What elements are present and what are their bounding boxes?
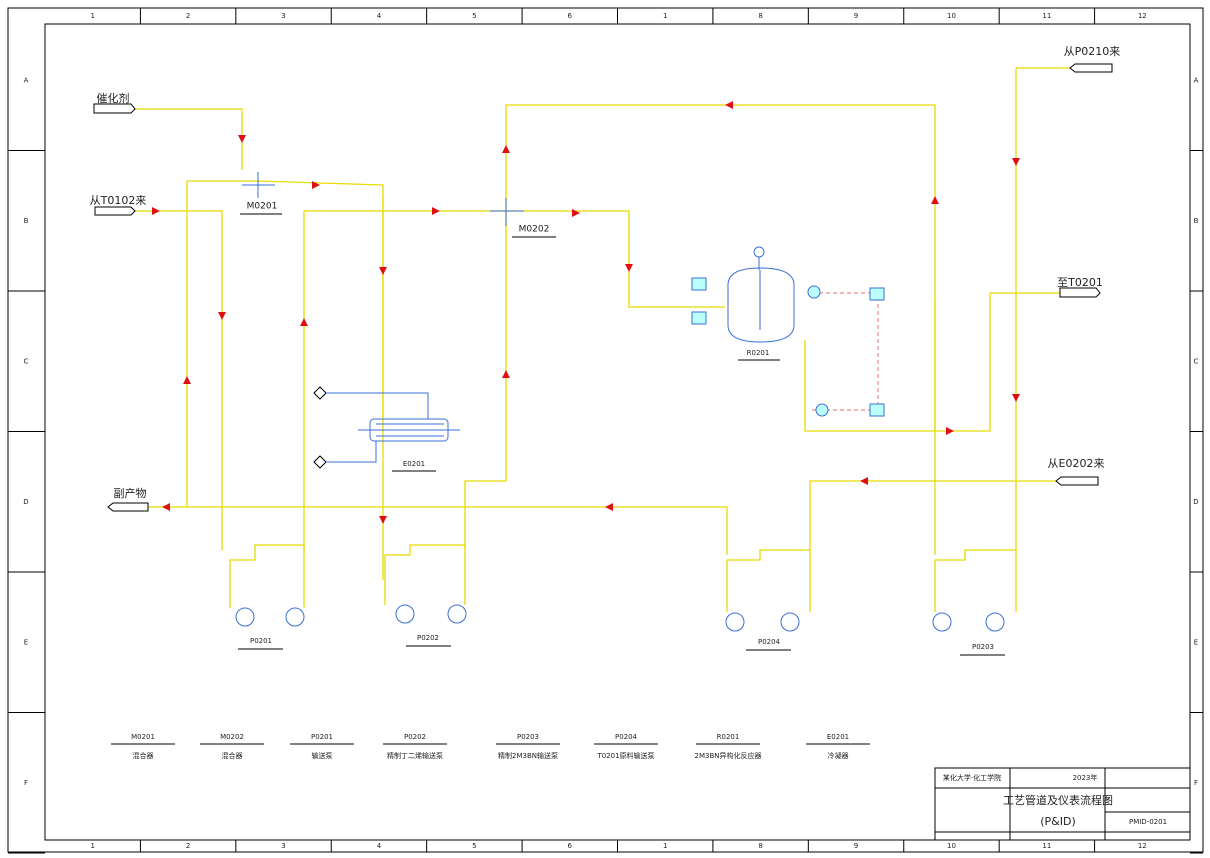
equipment-tag: M0202 — [519, 225, 550, 235]
equipment: M0201 M0202 R0201 E0201 — [240, 172, 885, 472]
legend-tag: M0201 — [131, 733, 155, 741]
column-marker: 5 — [472, 842, 476, 850]
pumps: P0201 P0202 P0204 P0203 — [229, 544, 1017, 656]
column-marker: 1 — [663, 12, 667, 20]
row-marker: F — [1194, 779, 1198, 787]
row-marker: B — [24, 217, 29, 225]
equipment-tag: E0201 — [403, 460, 425, 468]
legend-tag: P0202 — [404, 733, 426, 741]
column-marker: 6 — [568, 12, 573, 20]
title-block: 某化大学·化工学院 2023年 工艺管道及仪表流程图 (P&ID) PMID-0… — [934, 767, 1191, 841]
row-marker: D — [1193, 498, 1198, 506]
legend-tag: R0201 — [717, 733, 740, 741]
equipment-tag: R0201 — [747, 349, 770, 357]
column-marker: 12 — [1138, 842, 1147, 850]
legend-name: 混合器 — [133, 751, 154, 760]
school: 某化大学·化工学院 — [943, 773, 1001, 782]
column-marker: 1 — [663, 842, 667, 850]
legend-tag: M0202 — [220, 733, 244, 741]
year: 2023年 — [1073, 773, 1098, 782]
legend-name: 2M3BN异构化反应器 — [695, 751, 762, 760]
equipment-tag: P0202 — [417, 634, 439, 642]
column-marker: 9 — [854, 12, 858, 20]
stream-label: 从E0202来 — [1048, 457, 1105, 470]
row-marker: A — [24, 76, 29, 84]
drawing-subtitle: (P&ID) — [1040, 815, 1076, 828]
column-marker: 10 — [947, 12, 956, 20]
column-marker: 9 — [854, 842, 858, 850]
column-marker: 1 — [90, 12, 94, 20]
legend-name: 冷凝器 — [828, 751, 849, 760]
stream-label: 催化剂 — [97, 91, 130, 105]
legend-tag: P0204 — [615, 733, 638, 741]
legend-tag: P0201 — [311, 733, 333, 741]
column-marker: 3 — [281, 12, 285, 20]
column-marker: 1 — [90, 842, 94, 850]
row-marker: B — [1194, 217, 1199, 225]
legend-name: 精制2M3BN输送泵 — [498, 751, 558, 760]
stream-label: 副产物 — [114, 486, 147, 500]
legend-name: 混合器 — [222, 751, 243, 760]
stream-tags: 催化剂 从T0102来 副产物 从P0210来 至T0201 从E0202来 — [90, 45, 1121, 512]
column-marker: 11 — [1042, 12, 1051, 20]
drawing-title: 工艺管道及仪表流程图 — [1003, 793, 1113, 807]
column-marker: 2 — [186, 12, 190, 20]
legend-name: 输送泵 — [312, 751, 333, 760]
column-marker: 12 — [1138, 12, 1147, 20]
legend-tag: E0201 — [827, 733, 849, 741]
column-marker: 3 — [281, 842, 285, 850]
drawing-number: PMID-0201 — [1129, 818, 1167, 826]
equipment-tag: P0204 — [758, 638, 781, 646]
stream-label: 从T0102来 — [90, 194, 147, 207]
column-marker: 2 — [186, 842, 190, 850]
column-marker: 6 — [568, 842, 573, 850]
column-marker: 10 — [947, 842, 956, 850]
stream-label: 至T0201 — [1057, 276, 1103, 289]
column-marker: 8 — [758, 842, 762, 850]
equipment-tag: P0201 — [250, 637, 272, 645]
row-marker: F — [24, 779, 28, 787]
column-marker: 8 — [758, 12, 762, 20]
row-marker: A — [1194, 76, 1199, 84]
stream-label: 从P0210来 — [1064, 45, 1121, 58]
row-marker: E — [24, 638, 28, 646]
row-marker: E — [1194, 638, 1198, 646]
legend-tag: P0203 — [517, 733, 539, 741]
column-marker: 4 — [377, 12, 382, 20]
inner-frame — [44, 23, 1191, 841]
legend-name: T0201原料输送泵 — [596, 751, 654, 760]
equipment-tag: P0203 — [972, 643, 994, 651]
row-marker: C — [24, 357, 29, 365]
pipes — [135, 67, 1070, 580]
outer-frame — [7, 7, 1204, 853]
equipment-legend: M0201 混合器 M0202 混合器 P0201 输送泵 P0202 精制丁二烯输送泵 P02… — [111, 733, 870, 760]
legend-name: 精制丁二烯输送泵 — [387, 751, 443, 760]
row-marker: C — [1194, 357, 1199, 365]
row-marker: D — [23, 498, 28, 506]
flow-arrows — [152, 101, 1020, 524]
column-marker: 5 — [472, 12, 476, 20]
column-marker: 4 — [377, 842, 382, 850]
equipment-tag: M0201 — [247, 202, 278, 212]
column-marker: 11 — [1042, 842, 1051, 850]
